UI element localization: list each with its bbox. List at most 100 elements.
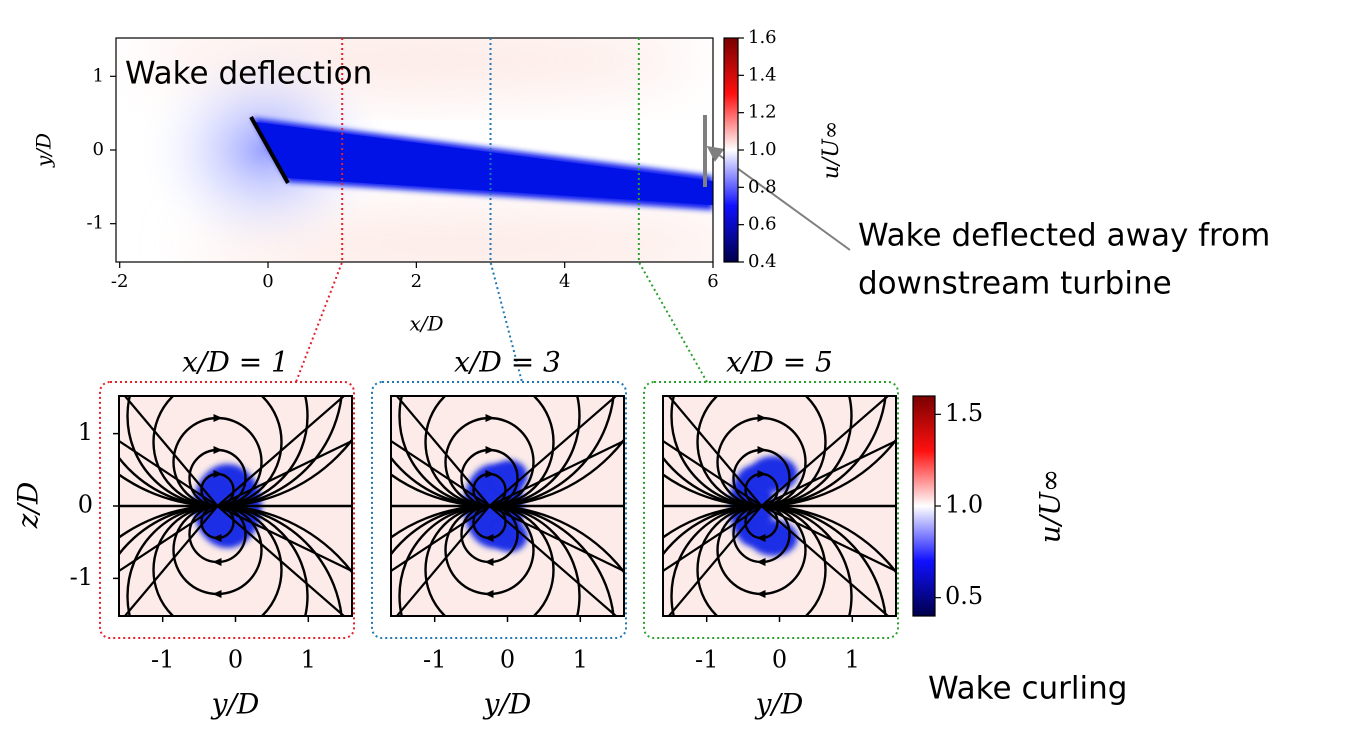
colorbar-tick-label: 1.0 xyxy=(945,491,983,519)
panel-box xyxy=(643,381,899,639)
streamline-arrow xyxy=(756,534,766,542)
x-tick-label: 2 xyxy=(411,271,422,292)
y-tick-label: 0 xyxy=(78,491,93,519)
panel-title: x/D = 1 xyxy=(182,346,289,379)
streamline-arrow xyxy=(757,414,767,422)
streamline xyxy=(217,505,352,572)
x-axis-label: y/D xyxy=(482,688,532,721)
x-tick-label: 1 xyxy=(573,646,588,674)
streamline-arrow xyxy=(485,446,495,454)
streamline-arrow xyxy=(212,590,222,598)
panel-title: x/D = 3 xyxy=(454,346,561,379)
y-axis-label: z/D xyxy=(12,482,45,530)
streamline xyxy=(760,505,890,616)
annotation: downstream turbine xyxy=(858,266,1172,302)
streamline xyxy=(217,440,352,507)
streamplot-field xyxy=(119,322,352,638)
colorbar xyxy=(723,37,739,263)
colorbar-tick-label: 1.5 xyxy=(945,399,983,427)
streamline-arrow xyxy=(757,630,766,638)
streamline xyxy=(216,505,346,616)
streamline xyxy=(216,396,346,507)
x-axis-label: y/D xyxy=(754,688,804,721)
streamplot-field xyxy=(391,322,624,638)
colorbar-tick-label: 1.4 xyxy=(748,64,777,85)
x-axis-label: x/D xyxy=(409,312,443,336)
streamline xyxy=(761,505,896,572)
y-tick-label: -1 xyxy=(86,213,104,234)
streamline-arrow xyxy=(213,414,223,422)
x-tick-label: -1 xyxy=(423,646,446,674)
colorbar-tick-label: 0.8 xyxy=(748,176,777,197)
annotation: Wake curling xyxy=(928,671,1127,707)
colorbar-label: u/U∞ xyxy=(819,121,844,179)
colorbar-tick-label: 0.6 xyxy=(748,214,777,235)
streamline-arrow xyxy=(213,470,223,478)
x-tick-label: 1 xyxy=(301,646,316,674)
colorbar-tick-label: 0.4 xyxy=(748,251,777,272)
streamline-arrow xyxy=(485,414,495,422)
streamline-arrow xyxy=(212,558,222,566)
x-tick-label: -2 xyxy=(111,271,129,292)
streamline-arrow xyxy=(213,630,222,638)
streamline xyxy=(391,440,491,507)
streamline xyxy=(395,505,491,616)
streamline xyxy=(663,440,763,507)
y-tick-label: 0 xyxy=(93,139,104,160)
streamline xyxy=(667,505,763,616)
streamline xyxy=(123,396,219,507)
streamplot-field xyxy=(663,162,896,638)
streamline xyxy=(123,505,219,616)
streamline xyxy=(489,440,624,507)
colorbar-tick-label: 1.6 xyxy=(748,27,777,48)
streamline-arrow xyxy=(485,470,495,478)
x-tick-label: -1 xyxy=(695,646,718,674)
x-tick-label: 0 xyxy=(772,646,787,674)
panel-box xyxy=(99,381,355,639)
y-tick-label: -1 xyxy=(70,563,93,591)
streamline-arrow xyxy=(485,630,494,638)
slice-line xyxy=(637,38,708,383)
x-tick-label: -1 xyxy=(151,646,174,674)
streamline xyxy=(489,505,624,572)
colorbar-tick-label: 1.0 xyxy=(748,139,777,160)
streamline-arrow xyxy=(757,446,767,454)
streamline xyxy=(395,396,491,507)
streamline-arrow xyxy=(212,534,222,542)
colorbar-label: u/U∞ xyxy=(1034,469,1067,543)
x-tick-label: 4 xyxy=(559,271,570,292)
streamline-arrow xyxy=(756,558,766,566)
streamline xyxy=(667,396,763,507)
wake-core xyxy=(256,122,713,205)
colorbar-tick-label: 1.2 xyxy=(748,102,777,123)
streamline xyxy=(119,505,219,572)
streamline-arrow xyxy=(758,162,767,170)
streamline xyxy=(761,440,896,507)
annotation: Wake deflection xyxy=(125,56,372,92)
streamline xyxy=(119,440,219,507)
colorbar xyxy=(912,395,936,617)
streamline-arrow xyxy=(758,322,767,330)
streamline-arrow xyxy=(757,470,767,478)
streamline-arrow xyxy=(484,558,494,566)
streamline-arrow xyxy=(214,322,223,330)
slice-line xyxy=(489,38,523,383)
annotation: Wake deflected away from xyxy=(858,218,1270,254)
x-tick-label: 0 xyxy=(262,271,273,292)
panel-title: x/D = 5 xyxy=(726,346,833,379)
y-tick-label: 1 xyxy=(93,65,104,86)
streamline-arrow xyxy=(486,322,495,330)
colorbar-tick-label: 0.5 xyxy=(945,582,983,610)
x-tick-label: 6 xyxy=(707,271,718,292)
streamline xyxy=(663,505,763,572)
x-tick-label: 0 xyxy=(228,646,243,674)
wake-blob xyxy=(491,460,528,492)
x-tick-label: 0 xyxy=(500,646,515,674)
induction-region xyxy=(135,38,395,262)
wake-blob xyxy=(491,520,528,552)
streamline-arrow xyxy=(213,446,223,454)
heatmap-field xyxy=(116,38,713,262)
streamline-arrow xyxy=(484,590,494,598)
